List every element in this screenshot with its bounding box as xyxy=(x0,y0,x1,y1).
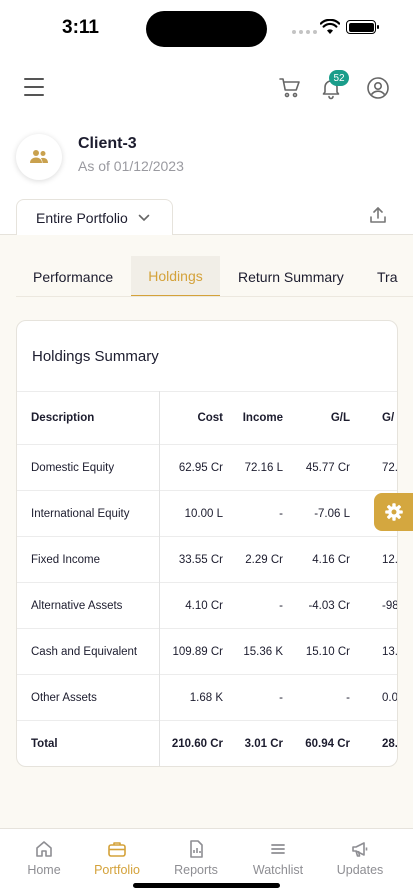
table-row: Domestic Equity 62.95 Cr 72.16 L 45.77 C… xyxy=(17,444,398,490)
table-row: Other Assets 1.68 K - - 0.0 xyxy=(17,674,398,720)
report-icon xyxy=(190,840,203,858)
cell-gl-percent: 13.7 xyxy=(382,645,398,658)
cell-total-gl: 60.94 Cr xyxy=(305,737,350,750)
cell-income: - xyxy=(279,691,283,704)
holdings-summary-card: Holdings Summary Description Cost Income… xyxy=(16,320,398,767)
portfolio-tabs: Performance Holdings Return Summary Tra xyxy=(16,256,413,297)
wifi-icon xyxy=(320,19,340,34)
nav-watchlist-label: Watchlist xyxy=(252,863,304,877)
cell-income: 72.16 L xyxy=(244,461,283,474)
cell-description: Domestic Equity xyxy=(31,461,115,474)
status-bar: 3:11 xyxy=(0,0,413,56)
cell-gl: 4.16 Cr xyxy=(312,553,350,566)
card-title: Holdings Summary xyxy=(32,348,159,365)
cell-gl: -4.03 Cr xyxy=(308,599,350,612)
cell-cost: 33.55 Cr xyxy=(178,553,223,566)
table-row: Alternative Assets 4.10 Cr - -4.03 Cr -9… xyxy=(17,582,398,628)
cell-description: Fixed Income xyxy=(31,553,101,566)
tab-holdings[interactable]: Holdings xyxy=(131,256,220,296)
signal-icon xyxy=(292,30,317,34)
home-indicator xyxy=(133,883,280,888)
profile-icon[interactable] xyxy=(366,76,390,100)
top-nav: 52 xyxy=(0,70,413,106)
list-icon xyxy=(271,844,285,854)
gear-icon xyxy=(384,503,403,521)
share-icon[interactable] xyxy=(368,205,388,225)
nav-portfolio[interactable]: Portfolio xyxy=(82,839,152,877)
cell-income: 2.29 Cr xyxy=(245,553,283,566)
cell-gl-percent: 0.0 xyxy=(382,691,398,704)
cell-cost: 4.10 Cr xyxy=(185,599,223,612)
tab-performance[interactable]: Performance xyxy=(33,268,114,285)
cell-gl-percent: -98.3 xyxy=(382,599,398,612)
nav-watchlist[interactable]: Watchlist xyxy=(243,839,313,877)
briefcase-icon xyxy=(108,842,126,857)
nav-portfolio-label: Portfolio xyxy=(94,863,140,877)
cell-gl-percent: 72.7 xyxy=(382,461,398,474)
column-header-income: Income xyxy=(242,412,283,424)
cell-description: Cash and Equivalent xyxy=(31,645,138,658)
nav-updates-label: Updates xyxy=(336,863,384,877)
table-row: International Equity 10.00 L - -7.06 L - xyxy=(17,490,397,536)
portfolio-selector-label: Entire Portfolio xyxy=(36,209,128,226)
holdings-table: Description Cost Income G/L G/ Domestic … xyxy=(17,391,398,766)
cell-total-label: Total xyxy=(31,737,58,750)
cell-gl: - xyxy=(346,691,350,704)
status-time: 3:11 xyxy=(62,17,99,38)
cell-cost: 62.95 Cr xyxy=(178,461,223,474)
cell-total-gl-percent: 28.9 xyxy=(382,737,398,750)
nav-updates[interactable]: Updates xyxy=(325,839,395,877)
notification-badge: 52 xyxy=(329,70,349,86)
cell-description: Other Assets xyxy=(31,691,97,704)
column-header-gl: G/L xyxy=(330,412,350,424)
battery-icon xyxy=(346,20,379,34)
column-divider xyxy=(159,391,160,766)
portfolio-selector[interactable]: Entire Portfolio xyxy=(16,199,173,235)
bottom-nav: Home Portfolio Reports Watchlist Updates xyxy=(0,828,413,896)
cell-income: 15.36 K xyxy=(243,645,283,658)
cell-description: International Equity xyxy=(31,507,130,520)
column-header-gl-percent: G/ xyxy=(382,412,395,424)
nav-reports-label: Reports xyxy=(174,863,218,877)
column-header-description: Description xyxy=(31,412,95,424)
nav-reports[interactable]: Reports xyxy=(161,839,231,877)
tab-transactions[interactable]: Tra xyxy=(377,268,398,285)
users-icon xyxy=(30,150,48,163)
cell-gl-percent: 12.4 xyxy=(382,553,398,566)
nav-home-label: Home xyxy=(27,863,61,877)
cell-gl: 15.10 Cr xyxy=(305,645,350,658)
nav-home[interactable]: Home xyxy=(9,839,79,877)
cell-total-cost: 210.60 Cr xyxy=(171,737,223,750)
notifications-button[interactable]: 52 xyxy=(319,70,349,100)
table-total-row: Total 210.60 Cr 3.01 Cr 60.94 Cr 28.9 xyxy=(17,720,398,766)
cell-income: - xyxy=(279,599,283,612)
cell-gl: 45.77 Cr xyxy=(305,461,350,474)
cell-total-income: 3.01 Cr xyxy=(244,737,283,750)
cell-description: Alternative Assets xyxy=(31,599,123,612)
table-header-row: Description Cost Income G/L G/ xyxy=(17,391,397,444)
settings-button[interactable] xyxy=(374,493,413,531)
chevron-down-icon xyxy=(138,214,150,221)
table-row: Cash and Equivalent 109.89 Cr 15.36 K 15… xyxy=(17,628,398,674)
cell-cost: 10.00 L xyxy=(184,507,223,520)
cell-cost: 1.68 K xyxy=(189,691,223,704)
cell-income: - xyxy=(279,507,283,520)
table-row: Fixed Income 33.55 Cr 2.29 Cr 4.16 Cr 12… xyxy=(17,536,398,582)
tab-return-summary[interactable]: Return Summary xyxy=(238,268,344,285)
cell-cost: 109.89 Cr xyxy=(172,645,223,658)
cart-icon[interactable] xyxy=(278,76,302,100)
dynamic-island xyxy=(146,11,267,47)
megaphone-icon xyxy=(352,842,368,857)
home-icon xyxy=(36,841,52,857)
column-header-cost: Cost xyxy=(197,412,223,424)
menu-icon[interactable] xyxy=(24,78,44,96)
as-of-date: As of 01/12/2023 xyxy=(78,158,184,174)
client-name: Client-3 xyxy=(78,135,137,152)
cell-gl: -7.06 L xyxy=(314,507,350,520)
client-avatar xyxy=(16,134,62,180)
